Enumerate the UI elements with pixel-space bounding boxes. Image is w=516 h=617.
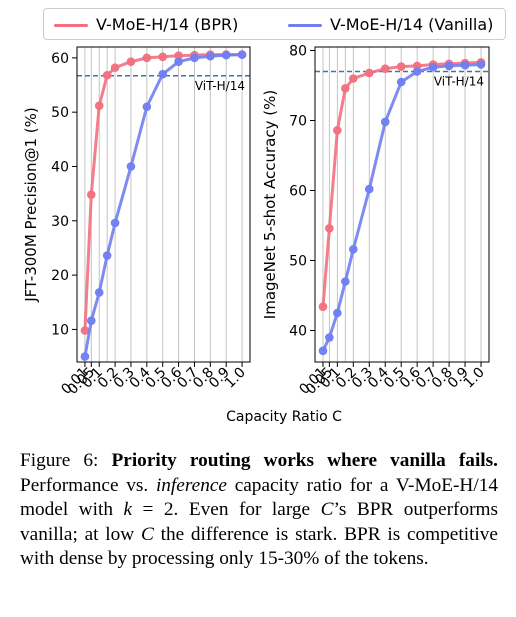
data-point-bpr [86,190,96,200]
caption-italic: inference [155,474,227,496]
data-point-bpr [110,63,120,72]
data-point-vanilla [221,50,231,60]
figure-caption: Figure 6: Priority routing works where v… [20,449,498,572]
chart-jft: ViT-H/141020304050600.010.050.10.20.30.4… [22,46,251,398]
data-point-vanilla [110,218,120,228]
legend-item-bpr: V-MoE-H/14 (BPR) [54,15,238,34]
data-point-vanilla [318,346,328,356]
y-tick-label: 70 [289,114,307,130]
caption-bold: Priority routing works where vanilla fai… [111,450,498,471]
data-point-vanilla [380,117,390,127]
y-axis-label: JFT-300M Precision@1 (%) [22,107,40,303]
y-tick-label: 30 [51,214,69,230]
caption-label: Figure 6: [20,450,99,471]
data-point-vanilla [460,60,470,70]
x-tick-label: 1.0 [222,365,249,392]
y-tick-label: 10 [51,322,69,338]
data-point-vanilla [142,102,152,112]
y-tick-label: 40 [51,159,69,175]
plot-frame [76,46,251,363]
caption-text-4: ’s BPR outperforms vanilla; at low [20,499,499,545]
caption-text-3: = 2. Even for large [142,499,311,520]
data-point-bpr [158,52,168,62]
legend: V-MoE-H/14 (BPR) V-MoE-H/14 (Vanilla) [43,8,506,40]
caption-c-var-2: C [140,523,154,545]
data-point-bpr [94,101,104,110]
data-point-bpr [102,70,112,80]
caption-c-var-1: C [320,499,334,520]
chart-imagenet: ViT-H/1440506070800.010.050.10.20.30.40.… [261,44,490,398]
y-tick-label: 20 [51,268,69,284]
caption-text-1: Performance vs. [20,474,149,496]
data-point-bpr [142,53,152,63]
series-line-vanilla [321,63,482,352]
y-tick-label: 60 [289,184,307,200]
data-point-vanilla [206,51,215,61]
data-point-bpr [364,68,374,78]
data-point-vanilla [190,53,199,63]
y-tick-label: 50 [51,105,69,121]
data-point-vanilla [412,67,422,76]
y-tick-label: 80 [289,44,307,60]
data-point-vanilla [126,162,136,171]
series-line-bpr [83,53,243,331]
caption-text-5: the difference is stark. BPR is competit… [20,523,498,570]
legend-swatch-vanilla [288,24,322,27]
data-point-vanilla [333,308,342,318]
legend-label-vanilla: V-MoE-H/14 (Vanilla) [330,15,494,34]
caption-text-2: capacity ratio for a V-MoE-H/14 model wi… [20,474,498,521]
data-point-vanilla [396,77,406,87]
y-axis-label: ImageNet 5-shot Accuracy (%) [261,90,279,319]
data-point-vanilla [325,333,334,342]
figure-canvas: ViT-H/141020304050600.010.050.10.20.30.4… [22,44,490,425]
data-point-vanilla [86,316,96,326]
data-point-vanilla [80,352,90,361]
caption-k-var: k [123,499,133,520]
legend-item-vanilla: V-MoE-H/14 (Vanilla) [288,15,493,34]
data-point-bpr [325,224,334,233]
baseline-label: ViT-H/14 [434,75,484,89]
y-tick-label: 50 [289,254,307,270]
baseline-label: ViT-H/14 [195,79,245,93]
data-point-vanilla [341,277,350,286]
data-point-vanilla [428,63,438,72]
y-tick-label: 60 [51,51,69,67]
data-point-vanilla [94,288,104,297]
plot-frame [314,46,490,363]
data-point-vanilla [237,50,247,59]
legend-label-bpr: V-MoE-H/14 (BPR) [96,15,239,34]
data-point-vanilla [158,69,168,79]
data-point-vanilla [476,60,486,69]
data-point-vanilla [174,57,183,66]
data-point-bpr [341,84,350,93]
data-point-bpr [126,57,136,66]
series-line-vanilla [83,53,243,357]
data-point-vanilla [102,251,112,260]
data-point-bpr [349,74,358,83]
legend-swatch-bpr [54,24,88,27]
data-point-vanilla [444,61,454,71]
data-point-bpr [380,64,390,73]
x-tick-label: 1.0 [461,365,488,392]
y-tick-label: 40 [289,324,307,340]
data-point-bpr [318,302,328,312]
data-point-bpr [396,62,406,71]
data-point-vanilla [349,245,358,254]
data-point-vanilla [364,184,374,194]
x-axis-label: Capacity Ratio C [226,409,342,425]
data-point-bpr [333,126,342,135]
